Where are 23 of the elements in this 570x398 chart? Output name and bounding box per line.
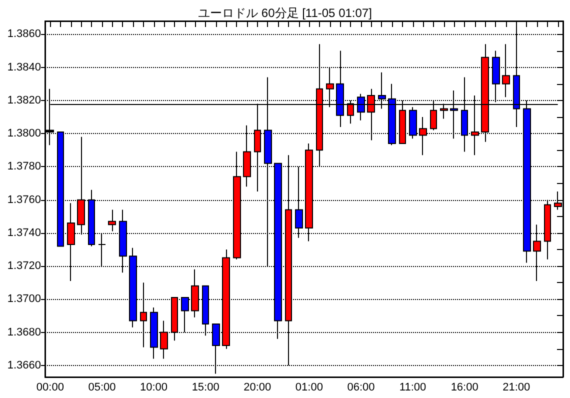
x-tick-label: 00:00	[36, 382, 64, 394]
y-tick-label: 1.3660	[7, 359, 41, 372]
x-tick-label: 21:00	[502, 382, 530, 394]
x-tick-label: 01:00	[295, 382, 323, 394]
y-tick-label: 1.3800	[7, 128, 41, 140]
x-tick-label: 06:00	[347, 382, 375, 394]
y-tick-label: 1.3700	[7, 293, 41, 306]
x-tick-label: 11:00	[399, 382, 426, 394]
candlestick	[108, 209, 116, 232]
y-tick-label: 1.3820	[7, 94, 41, 106]
y-tick-label: 1.3740	[7, 226, 41, 239]
y-tick-label: 1.3680	[7, 326, 41, 338]
y-tick-label: 1.3860	[7, 28, 41, 40]
chart-title: ユーロドル 60分足 [11-05 01:07]	[198, 6, 372, 20]
y-tick-label: 1.3760	[7, 194, 41, 206]
x-tick-label: 10:00	[140, 382, 168, 394]
x-tick-label: 20:00	[244, 382, 272, 394]
x-tick-label: 16:00	[450, 382, 478, 394]
y-tick-label: 1.3720	[7, 260, 41, 272]
x-tick-label: 05:00	[88, 382, 116, 394]
y-tick-label: 1.3840	[7, 61, 41, 74]
x-tick-label: 15:00	[192, 382, 220, 394]
y-tick-label: 1.3780	[7, 160, 41, 173]
